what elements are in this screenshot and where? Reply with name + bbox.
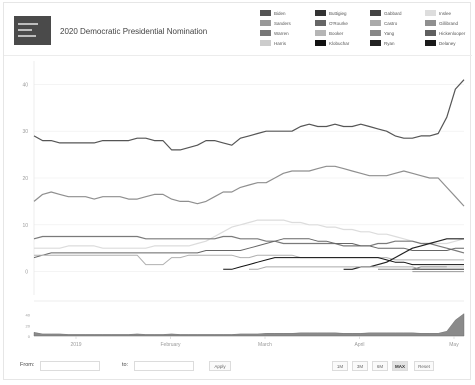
- x-tick-labels: 2019 February March April May: [70, 336, 459, 348]
- legend-label: Hickenlooper: [439, 30, 466, 36]
- legend-item[interactable]: Delaney: [425, 39, 456, 47]
- legend-label: Buttigieg: [329, 10, 347, 16]
- chart-legend: Biden Sanders Warren Harris Buttigieg O'Rourk…: [260, 9, 472, 53]
- legend-label: Delaney: [439, 40, 456, 46]
- navigator-tick-label: 0: [28, 334, 31, 339]
- from-date-input[interactable]: [40, 361, 100, 371]
- chart-header: 2020 Democratic Presidential Nomination …: [4, 3, 472, 53]
- legend-swatch: [315, 20, 326, 26]
- legend-item[interactable]: Booker: [315, 29, 343, 37]
- legend-label: Sanders: [274, 20, 291, 26]
- y-tick-label: 0: [25, 270, 28, 276]
- legend-item[interactable]: Hickenlooper: [425, 29, 465, 37]
- series-line: [223, 257, 464, 270]
- legend-item[interactable]: Sanders: [260, 19, 291, 27]
- legend-label: Castro: [384, 20, 398, 26]
- series-line: [34, 254, 464, 266]
- legend-swatch: [425, 20, 436, 26]
- legend-item[interactable]: Biden: [260, 9, 286, 17]
- legend-item[interactable]: Inslee: [425, 9, 451, 17]
- apply-button[interactable]: Apply: [209, 361, 231, 371]
- chart-frame: 2020 Democratic Presidential Nomination …: [3, 2, 472, 380]
- range-button[interactable]: 6M: [372, 361, 388, 371]
- legend-swatch: [370, 30, 381, 36]
- legend-label: O'Rourke: [329, 20, 348, 26]
- legend-item[interactable]: Ryan: [370, 39, 395, 47]
- from-label: From:: [20, 362, 35, 368]
- legend-swatch: [315, 30, 326, 36]
- range-button[interactable]: Reset: [414, 361, 434, 371]
- legend-label: Gabbard: [384, 10, 402, 16]
- legend-swatch: [315, 40, 326, 46]
- series-line: [33, 238, 464, 259]
- range-button[interactable]: MAX: [392, 361, 408, 371]
- x-tick-label: February: [160, 342, 181, 348]
- navigator-area: [33, 313, 465, 337]
- range-button[interactable]: 3M: [352, 361, 368, 371]
- legend-item[interactable]: Buttigieg: [315, 9, 347, 17]
- x-tick-label: March: [258, 342, 272, 348]
- legend-item[interactable]: Klobuchar: [315, 39, 349, 47]
- chart-plot: 0 10 20 30 40 40 20 0 2019 February March April Ma…: [22, 61, 465, 348]
- legend-swatch: [425, 10, 436, 16]
- y-tick-label: 30: [22, 129, 28, 135]
- legend-swatch: [260, 20, 271, 26]
- chart-title: 2020 Democratic Presidential Nomination: [60, 27, 208, 36]
- series-line: [34, 219, 465, 249]
- series-lines: [33, 79, 465, 273]
- y-tick-labels: 0 10 20 30 40: [22, 82, 28, 275]
- legend-label: Biden: [274, 10, 286, 16]
- to-date-input[interactable]: [134, 361, 194, 371]
- legend-label: Ryan: [384, 40, 395, 46]
- legend-swatch: [370, 10, 381, 16]
- legend-label: Booker: [329, 30, 344, 36]
- y-tick-label: 10: [22, 223, 28, 229]
- legend-swatch: [260, 40, 271, 46]
- legend-swatch: [370, 40, 381, 46]
- legend-swatch: [370, 20, 381, 26]
- x-tick-label: May: [449, 342, 459, 348]
- publisher-logo: [14, 16, 51, 45]
- chart-controls: From: to: Apply 1M 3M 6M MAX Reset: [4, 358, 472, 376]
- navigator-tick-label: 20: [26, 323, 31, 328]
- legend-item[interactable]: O'Rourke: [315, 19, 348, 27]
- grid-lines: [33, 61, 464, 295]
- legend-item[interactable]: Yang: [370, 29, 394, 37]
- navigator: 40 20 0: [26, 300, 465, 339]
- to-label: to:: [122, 362, 129, 368]
- series-line: [33, 235, 465, 254]
- range-button[interactable]: 1M: [332, 361, 348, 371]
- legend-swatch: [260, 10, 271, 16]
- legend-label: Klobuchar: [329, 40, 350, 46]
- legend-item[interactable]: Gabbard: [370, 9, 402, 17]
- legend-label: Yang: [384, 30, 395, 36]
- x-tick-label: April: [354, 342, 364, 348]
- legend-item[interactable]: Harris: [260, 39, 286, 47]
- y-tick-label: 40: [22, 82, 28, 88]
- legend-label: Warren: [274, 30, 289, 36]
- legend-label: Gillibrand: [439, 20, 459, 26]
- legend-swatch: [425, 30, 436, 36]
- navigator-tick-label: 40: [26, 313, 31, 318]
- legend-swatch: [260, 30, 271, 36]
- legend-item[interactable]: Warren: [260, 29, 289, 37]
- legend-label: Inslee: [439, 10, 452, 16]
- legend-swatch: [425, 40, 436, 46]
- x-tick-label: 2019: [70, 342, 81, 348]
- legend-item[interactable]: Castro: [370, 19, 397, 27]
- series-line: [33, 165, 465, 207]
- legend-label: Harris: [274, 40, 286, 46]
- legend-item[interactable]: Gillibrand: [425, 19, 458, 27]
- series-line: [33, 79, 465, 151]
- y-tick-label: 20: [22, 176, 28, 182]
- legend-swatch: [315, 10, 326, 16]
- header-divider: [4, 55, 472, 56]
